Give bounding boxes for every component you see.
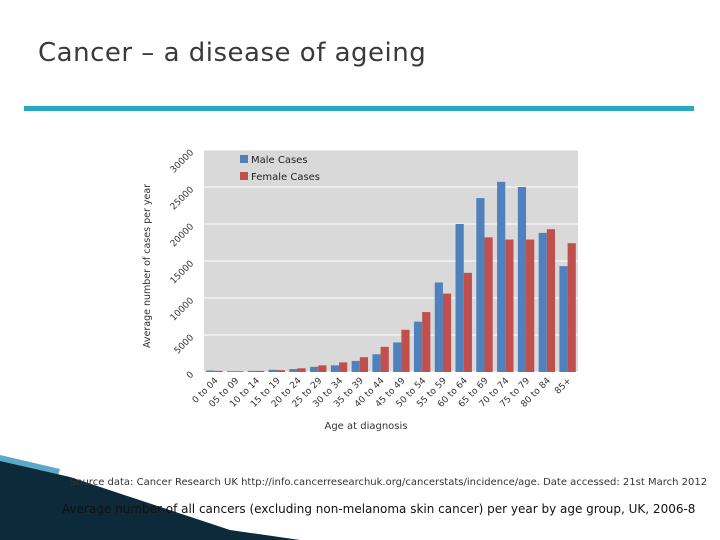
bar-male [226, 371, 236, 372]
bar-male [476, 198, 485, 372]
bar-male [206, 370, 215, 372]
bar-female [546, 229, 556, 372]
bar-female [380, 346, 389, 372]
bar-female [318, 365, 327, 372]
bar-male [393, 342, 402, 372]
y-tick-label: 25000 [169, 185, 197, 213]
y-tick-label: 10000 [169, 296, 197, 324]
y-tick-label: 30000 [169, 148, 197, 176]
chart: 0 5000 10000 15000 20000 25000 30000 0 to 04 05 … [140, 145, 585, 445]
x-tick-label: 85+ [553, 376, 574, 397]
bar-male [351, 360, 360, 372]
legend-label: Male Cases [251, 155, 308, 166]
bar-male [517, 187, 527, 372]
slide-title: Cancer – a disease of ageing [38, 38, 427, 68]
bar-female [339, 362, 348, 372]
bar-male [559, 266, 568, 372]
bar-male [413, 321, 423, 372]
y-axis-label: Average number of cases per year [142, 184, 153, 348]
title-rule [24, 106, 694, 111]
bar-male [247, 370, 256, 372]
y-tick-label: 15000 [169, 259, 197, 287]
bar-female [276, 370, 285, 372]
bar-female [505, 239, 514, 372]
bar-female [359, 357, 369, 372]
legend-label: Female Cases [251, 172, 320, 183]
bar-female [442, 293, 452, 372]
bar-female [567, 243, 576, 372]
bar-male [289, 369, 298, 372]
bar-female [297, 368, 306, 372]
bar-male [310, 366, 319, 372]
bar-female [526, 239, 535, 372]
chart-caption: Average number of all cancers (excluding… [62, 502, 696, 516]
y-tick-label: 20000 [169, 222, 197, 250]
bar-male [372, 354, 381, 372]
bar-male [455, 224, 464, 372]
bar-female [214, 370, 223, 372]
corner-dark-shape [0, 461, 300, 540]
y-tick-label: 5000 [173, 333, 196, 356]
bar-female [422, 312, 431, 372]
y-tick-label: 0 [185, 370, 196, 381]
source-note: Source data: Cancer Research UK http://i… [70, 477, 708, 488]
bar-male [434, 282, 443, 372]
bar-female [484, 237, 493, 372]
bar-female [255, 370, 265, 372]
legend-swatch [240, 155, 248, 163]
bar-male [330, 365, 340, 372]
bar-female [235, 371, 244, 372]
legend-swatch [240, 172, 248, 180]
bar-male [268, 369, 277, 372]
bar-female [463, 272, 472, 372]
x-axis-label: Age at diagnosis [324, 421, 407, 432]
bar-male [497, 181, 506, 372]
bar-male [538, 232, 547, 372]
bar-female [401, 329, 410, 372]
decorative-corner [0, 455, 300, 540]
